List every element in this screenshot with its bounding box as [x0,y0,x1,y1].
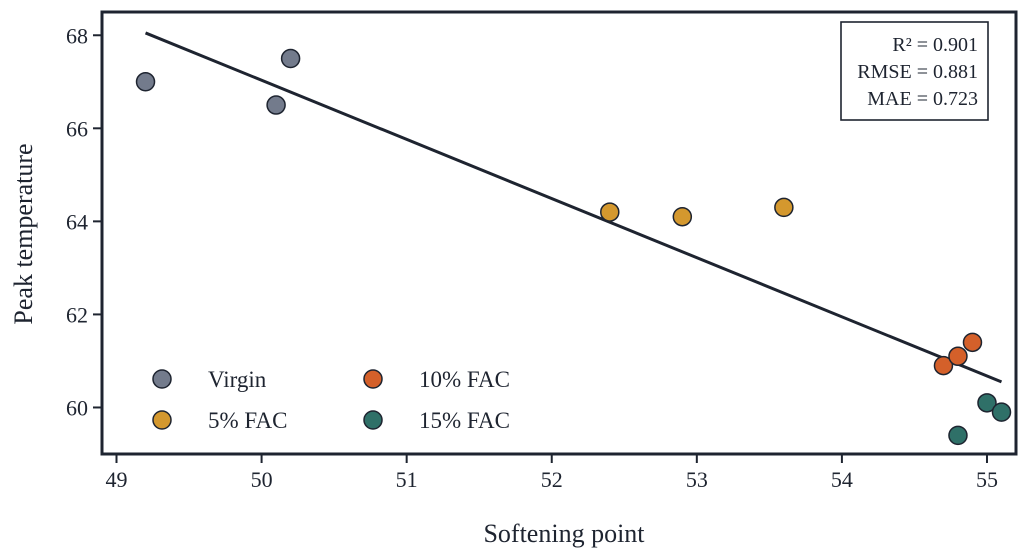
plot-frame [100,10,1018,456]
x-tick-label: 49 [106,467,128,492]
data-point [962,332,983,353]
data-point [991,402,1012,422]
fit-line-layer [144,31,1003,384]
legend-label: Virgin [208,367,267,392]
data-point [774,197,794,218]
stats-rmse: RMSE = 0.881 [857,61,978,83]
y-tick-label: 62 [66,302,88,327]
legend-marker [363,410,383,430]
legend-marker [152,369,172,389]
stats-r2: R² = 0.901 [892,34,978,56]
y-axis-label: Peak temperature [9,143,38,324]
y-tick-label: 60 [66,395,88,420]
axes: 49 50 51 52 53 54 55 60 62 64 66 68 [66,10,1018,492]
data-point [933,355,954,376]
legend: Virgin 5% FAC 10% FAC 15% FAC [152,367,510,433]
legend-marker [363,369,383,389]
x-tick-label: 51 [396,467,418,492]
data-point [135,72,156,92]
data-point [672,206,693,227]
x-tick-label: 53 [686,467,708,492]
stats-box: R² = 0.901 RMSE = 0.881 MAE = 0.723 [840,21,989,121]
fit-line [144,31,1003,384]
data-point [600,202,620,222]
legend-label: 5% FAC [208,408,287,433]
legend-marker [152,410,172,430]
data-point [948,425,968,446]
data-point [280,48,301,69]
legend-label: 10% FAC [419,367,510,392]
x-tick-label: 50 [251,467,273,492]
data-point [948,346,968,367]
data-point [977,393,997,413]
data-point [266,95,286,115]
y-tick-label: 64 [66,209,88,234]
x-axis-label: Softening point [483,519,645,548]
data-points [135,48,1012,446]
stats-box-frame [840,21,989,121]
legend-label: 15% FAC [419,408,510,433]
x-tick-label: 55 [976,467,998,492]
stats-mae: MAE = 0.723 [867,88,978,110]
x-tick-label: 52 [541,467,563,492]
y-tick-label: 68 [66,23,88,48]
y-tick-label: 66 [66,116,88,141]
x-tick-label: 54 [831,467,853,492]
